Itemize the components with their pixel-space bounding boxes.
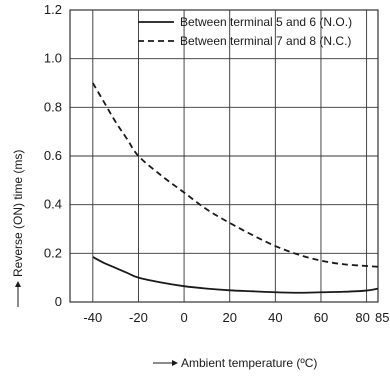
grid	[69, 9, 379, 303]
y-tick-label: 0.6	[44, 148, 62, 163]
x-axis-title-group: Ambient temperature (ºC)	[153, 356, 317, 370]
y-axis: 0 0.2 0.4 0.6 0.8 1.0 1.2	[44, 2, 62, 309]
y-axis-arrow-head	[15, 281, 21, 287]
x-tick-label: 85	[375, 310, 389, 325]
y-tick-label: 1.2	[44, 2, 62, 17]
x-tick-label: -40	[83, 310, 102, 325]
x-axis-title: Ambient temperature (ºC)	[181, 356, 317, 370]
legend-label-2: Between terminal 7 and 8 (N.C.)	[180, 34, 351, 48]
x-axis: -40 -20 0 20 40 60 80 85	[83, 310, 389, 325]
x-tick-label: 80	[355, 310, 369, 325]
x-tick-label: 40	[268, 310, 282, 325]
y-tick-label: 0.4	[44, 197, 62, 212]
y-tick-label: 1.0	[44, 51, 62, 66]
series-line-2	[92, 82, 379, 268]
x-tick-label: 60	[314, 310, 328, 325]
y-axis-title: Reverse (ON) time (ms)	[11, 150, 25, 277]
legend-label-1: Between terminal 5 and 6 (N.O.)	[180, 15, 352, 29]
series-layer	[92, 82, 379, 294]
series-line-1	[92, 256, 379, 294]
y-axis-title-group: Reverse (ON) time (ms)	[11, 150, 25, 307]
x-tick-label: -20	[129, 310, 148, 325]
legend: Between terminal 5 and 6 (N.O.) Between t…	[138, 15, 352, 48]
x-tick-label: 0	[180, 310, 187, 325]
x-axis-arrow-head	[172, 360, 178, 366]
y-tick-label: 0.2	[44, 245, 62, 260]
y-tick-label: 0	[55, 294, 62, 309]
y-tick-label: 0.8	[44, 99, 62, 114]
x-tick-label: 20	[222, 310, 236, 325]
